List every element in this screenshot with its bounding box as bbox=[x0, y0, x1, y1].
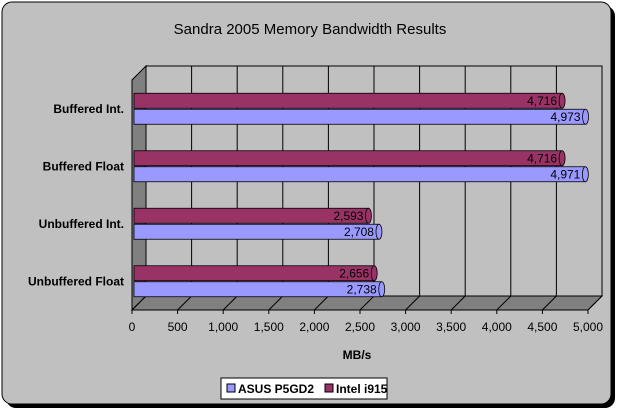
bar-end-cap bbox=[378, 281, 386, 298]
category-labels: Buffered Int. Buffered Float Unbuffered In… bbox=[28, 102, 124, 289]
data-label: 4,973 bbox=[551, 110, 581, 124]
bar bbox=[133, 92, 566, 109]
data-label: 2,708 bbox=[344, 225, 374, 239]
floor-gridline bbox=[222, 295, 238, 311]
floor-gridline bbox=[542, 295, 557, 311]
category-label: Buffered Float bbox=[43, 159, 124, 173]
legend-label: ASUS P5GD2 bbox=[238, 382, 314, 396]
bar bbox=[133, 223, 383, 240]
legend: ASUS P5GD2 Intel i915 bbox=[220, 377, 388, 400]
legend-label: Intel i915 bbox=[336, 382, 388, 396]
bars: 4,716 4,973 4,716 4,971 2,593 2,708 2,656 2,738 bbox=[133, 92, 589, 298]
legend-box bbox=[220, 377, 388, 400]
floor-gridline bbox=[496, 295, 512, 311]
floor-gridline bbox=[359, 295, 375, 311]
legend-swatch bbox=[324, 383, 334, 393]
bar-body bbox=[133, 108, 586, 125]
x-tick-label: 3,500 bbox=[436, 320, 466, 334]
bar bbox=[133, 265, 378, 282]
bar bbox=[133, 108, 589, 125]
floor-gridline bbox=[177, 295, 192, 311]
bar-end-cap bbox=[582, 108, 589, 125]
category-label: Buffered Int. bbox=[53, 102, 124, 116]
x-tick-label: 1,500 bbox=[254, 320, 284, 334]
floor-gridline bbox=[314, 295, 329, 311]
x-tick-label: 1,000 bbox=[208, 320, 238, 334]
x-tick-label: 2,500 bbox=[345, 320, 375, 334]
data-label: 2,656 bbox=[339, 266, 369, 280]
data-label: 2,738 bbox=[347, 282, 377, 296]
x-tick-label: 3,000 bbox=[391, 320, 421, 334]
floor-gridline bbox=[268, 295, 284, 311]
bar-body bbox=[133, 92, 563, 109]
x-tick-label: 2,000 bbox=[299, 320, 329, 334]
bar-body bbox=[133, 281, 383, 298]
bar bbox=[133, 281, 386, 298]
bar bbox=[133, 166, 589, 183]
bar-end-cap bbox=[581, 166, 589, 183]
bar-body bbox=[133, 166, 586, 183]
data-label: 4,716 bbox=[527, 151, 557, 165]
x-tick-label: 5,000 bbox=[573, 320, 603, 334]
data-label: 2,593 bbox=[333, 209, 363, 223]
bar bbox=[133, 150, 566, 167]
x-tick-label: 4,500 bbox=[527, 320, 557, 334]
bar-end-cap bbox=[365, 207, 372, 224]
x-tick-labels: 0 500 1,000 1,500 2,000 2,500 3,000 3,500 4,000 4… bbox=[129, 320, 604, 334]
bar-body bbox=[133, 150, 563, 167]
floor-gridline bbox=[587, 295, 603, 311]
legend-swatch bbox=[226, 383, 236, 393]
data-label: 4,971 bbox=[550, 167, 580, 181]
x-tick-label: 500 bbox=[168, 320, 188, 334]
x-axis-label: MB/s bbox=[343, 348, 372, 362]
bar-body bbox=[133, 265, 375, 282]
category-label: Unbuffered Int. bbox=[39, 217, 124, 231]
x-tick-label: 4,000 bbox=[482, 320, 512, 334]
bar-end-cap bbox=[558, 150, 566, 167]
bar-end-cap bbox=[558, 92, 566, 109]
category-label: Unbuffered Float bbox=[28, 274, 124, 288]
bar-end-cap bbox=[370, 265, 378, 282]
x-tick-label: 0 bbox=[129, 320, 136, 334]
floor-gridline bbox=[450, 295, 466, 311]
bar bbox=[133, 207, 372, 224]
bar-body bbox=[133, 223, 380, 240]
floor-gridline bbox=[131, 295, 147, 311]
floor-gridline bbox=[405, 295, 420, 311]
bar-end-cap bbox=[375, 223, 383, 240]
chart-title: Sandra 2005 Memory Bandwidth Results bbox=[174, 21, 447, 38]
data-label: 4,716 bbox=[527, 94, 557, 108]
